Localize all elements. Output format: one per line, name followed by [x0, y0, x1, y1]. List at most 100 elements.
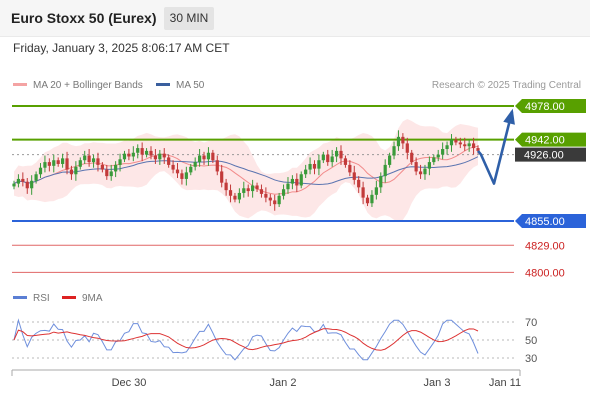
candle-body [91, 158, 96, 163]
candle-body [136, 148, 140, 153]
candle-body [122, 153, 127, 160]
candle-body [405, 143, 409, 153]
candle-body [215, 160, 219, 172]
candle-body [458, 142, 462, 145]
candle-body [365, 197, 370, 204]
level-label: 4978.00 [525, 101, 565, 113]
candle-body [224, 182, 228, 191]
candle-body [118, 159, 122, 165]
candle-body [109, 171, 113, 177]
candle-body [56, 160, 60, 164]
rsi-tick-label: 30 [525, 353, 537, 365]
ma50-swatch-icon [156, 82, 170, 86]
candle-body [131, 152, 135, 157]
legend-9ma: 9MA [62, 293, 103, 304]
candle-body [392, 146, 396, 156]
candle-body [211, 152, 215, 161]
candle-body [193, 162, 197, 167]
candle-body [30, 180, 34, 189]
candle-body [255, 185, 259, 190]
rsi-swatch-icon [13, 295, 27, 299]
candle-body [295, 178, 299, 186]
candle-body [175, 169, 180, 174]
time-tick-label: Jan 2 [270, 377, 297, 389]
candle-body [12, 183, 16, 187]
candle-body [401, 136, 405, 144]
candle-body [317, 160, 321, 169]
level-tag [515, 214, 586, 228]
candle-body [83, 155, 87, 161]
last-price-tag [515, 147, 586, 162]
candle-body [471, 143, 476, 149]
ma20-swatch-icon [13, 82, 27, 86]
time-tick-label: Dec 30 [112, 377, 147, 389]
9ma-line [13, 328, 479, 351]
candle-body [449, 139, 454, 146]
candle-body [463, 144, 467, 147]
candle-body [410, 152, 414, 163]
time-tick-label: Jan 3 [424, 377, 451, 389]
price-levels [12, 105, 514, 273]
candle-body [281, 189, 286, 196]
candle-body [330, 156, 334, 163]
rsi-panel: 70 50 30 [12, 317, 537, 365]
legend-label: MA 20 + Bollinger Bands [33, 80, 143, 91]
candle-body [334, 150, 339, 157]
moving-averages [13, 145, 479, 195]
timestamp: Friday, January 3, 2025 8:06:17 AM CET [13, 41, 230, 55]
candle-body [259, 189, 264, 194]
candle-body [445, 145, 449, 150]
candle-body [189, 166, 193, 173]
candle-body [153, 155, 158, 160]
candle-body [237, 192, 241, 200]
candle-body [140, 148, 144, 155]
candle-body [228, 190, 233, 196]
candle-body [47, 162, 51, 166]
candle-body [396, 136, 401, 147]
candle-body [149, 150, 153, 156]
candle-body [184, 172, 188, 179]
candle-body [206, 152, 211, 160]
legend-label: 9MA [82, 293, 103, 304]
candle-body [87, 155, 91, 163]
candle-body [432, 157, 436, 163]
candle-body [171, 164, 175, 170]
candle-body [290, 178, 294, 184]
level-label: 4926.00 [524, 150, 564, 162]
candle-body [326, 154, 330, 163]
candle-body [242, 188, 246, 193]
candle-body [69, 169, 74, 175]
candle-body [16, 178, 21, 184]
candle-body [436, 154, 440, 158]
candle-body [388, 155, 392, 165]
level-label: 4829.00 [525, 240, 565, 252]
projection-arrow [476, 111, 514, 185]
candle-body [74, 166, 78, 175]
candle-body [476, 148, 480, 151]
projection [476, 108, 515, 185]
candle-body [312, 163, 317, 169]
candle-body [423, 168, 427, 175]
candle-body [268, 197, 272, 201]
candle-body [299, 174, 303, 186]
time-tick-label: Jan 11 [489, 377, 521, 389]
timeframe-badge[interactable]: 30 MIN [164, 7, 214, 30]
ma50-line [13, 156, 479, 186]
candle-body [454, 139, 458, 143]
candle-body [348, 164, 352, 173]
candle-body [202, 155, 206, 160]
ma20-line [13, 145, 479, 195]
candle-body [144, 150, 149, 155]
instrument-title: Euro Stoxx 50 (Eurex) [11, 10, 157, 26]
candle-body [65, 158, 69, 170]
candle-body [233, 195, 237, 200]
candle-body [251, 185, 255, 192]
level-tag [515, 132, 586, 147]
candle-body [158, 153, 162, 160]
candle-body [78, 160, 82, 167]
legend-rsi: RSI [13, 293, 50, 304]
candle-body [308, 163, 312, 170]
research-credit: Research © 2025 Trading Central [431, 80, 581, 91]
candle-body [198, 155, 202, 163]
